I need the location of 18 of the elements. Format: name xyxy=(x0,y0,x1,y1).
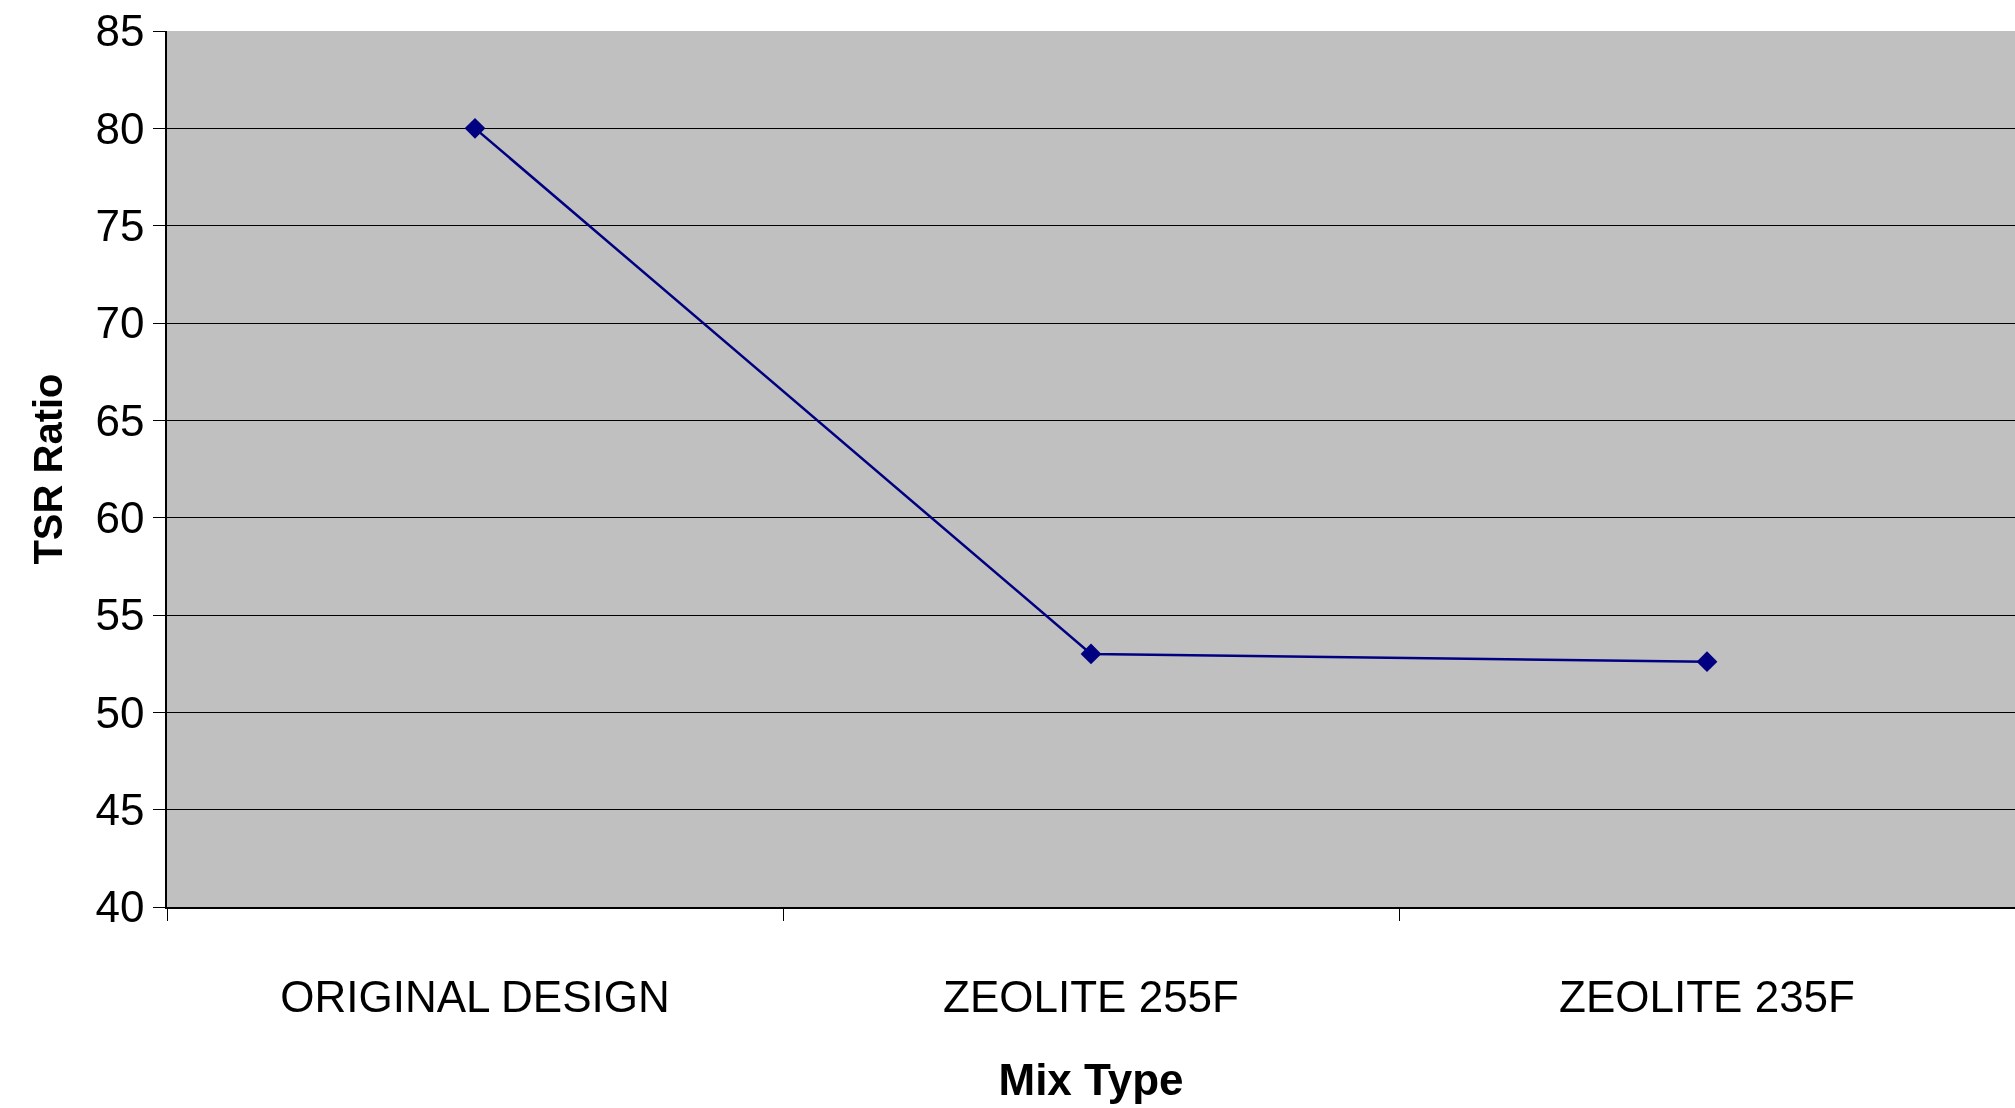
y-tick-label: 75 xyxy=(95,201,145,251)
y-tick-label: 80 xyxy=(95,103,145,153)
y-tick-label: 65 xyxy=(95,395,145,445)
x-tick-label: ZEOLITE 255F xyxy=(943,971,1239,1021)
point xyxy=(1696,651,1718,673)
y-tick-label: 60 xyxy=(95,493,145,543)
y-tick-label: 55 xyxy=(95,590,145,640)
y-tick-label: 85 xyxy=(95,6,145,56)
point xyxy=(1080,643,1102,665)
y-tick-label: 40 xyxy=(95,882,145,932)
y-tick-label: 45 xyxy=(95,785,145,835)
point xyxy=(464,117,486,139)
x-tick-label: ORIGINAL DESIGN xyxy=(280,971,670,1021)
y-tick-label: 50 xyxy=(95,687,145,737)
x-tick-label: ZEOLITE 235F xyxy=(1559,971,1855,1021)
y-axis-title: TSR Ratio xyxy=(26,373,71,565)
x-axis-title: Mix Type xyxy=(998,1055,1184,1105)
y-tick-label: 70 xyxy=(95,298,145,348)
